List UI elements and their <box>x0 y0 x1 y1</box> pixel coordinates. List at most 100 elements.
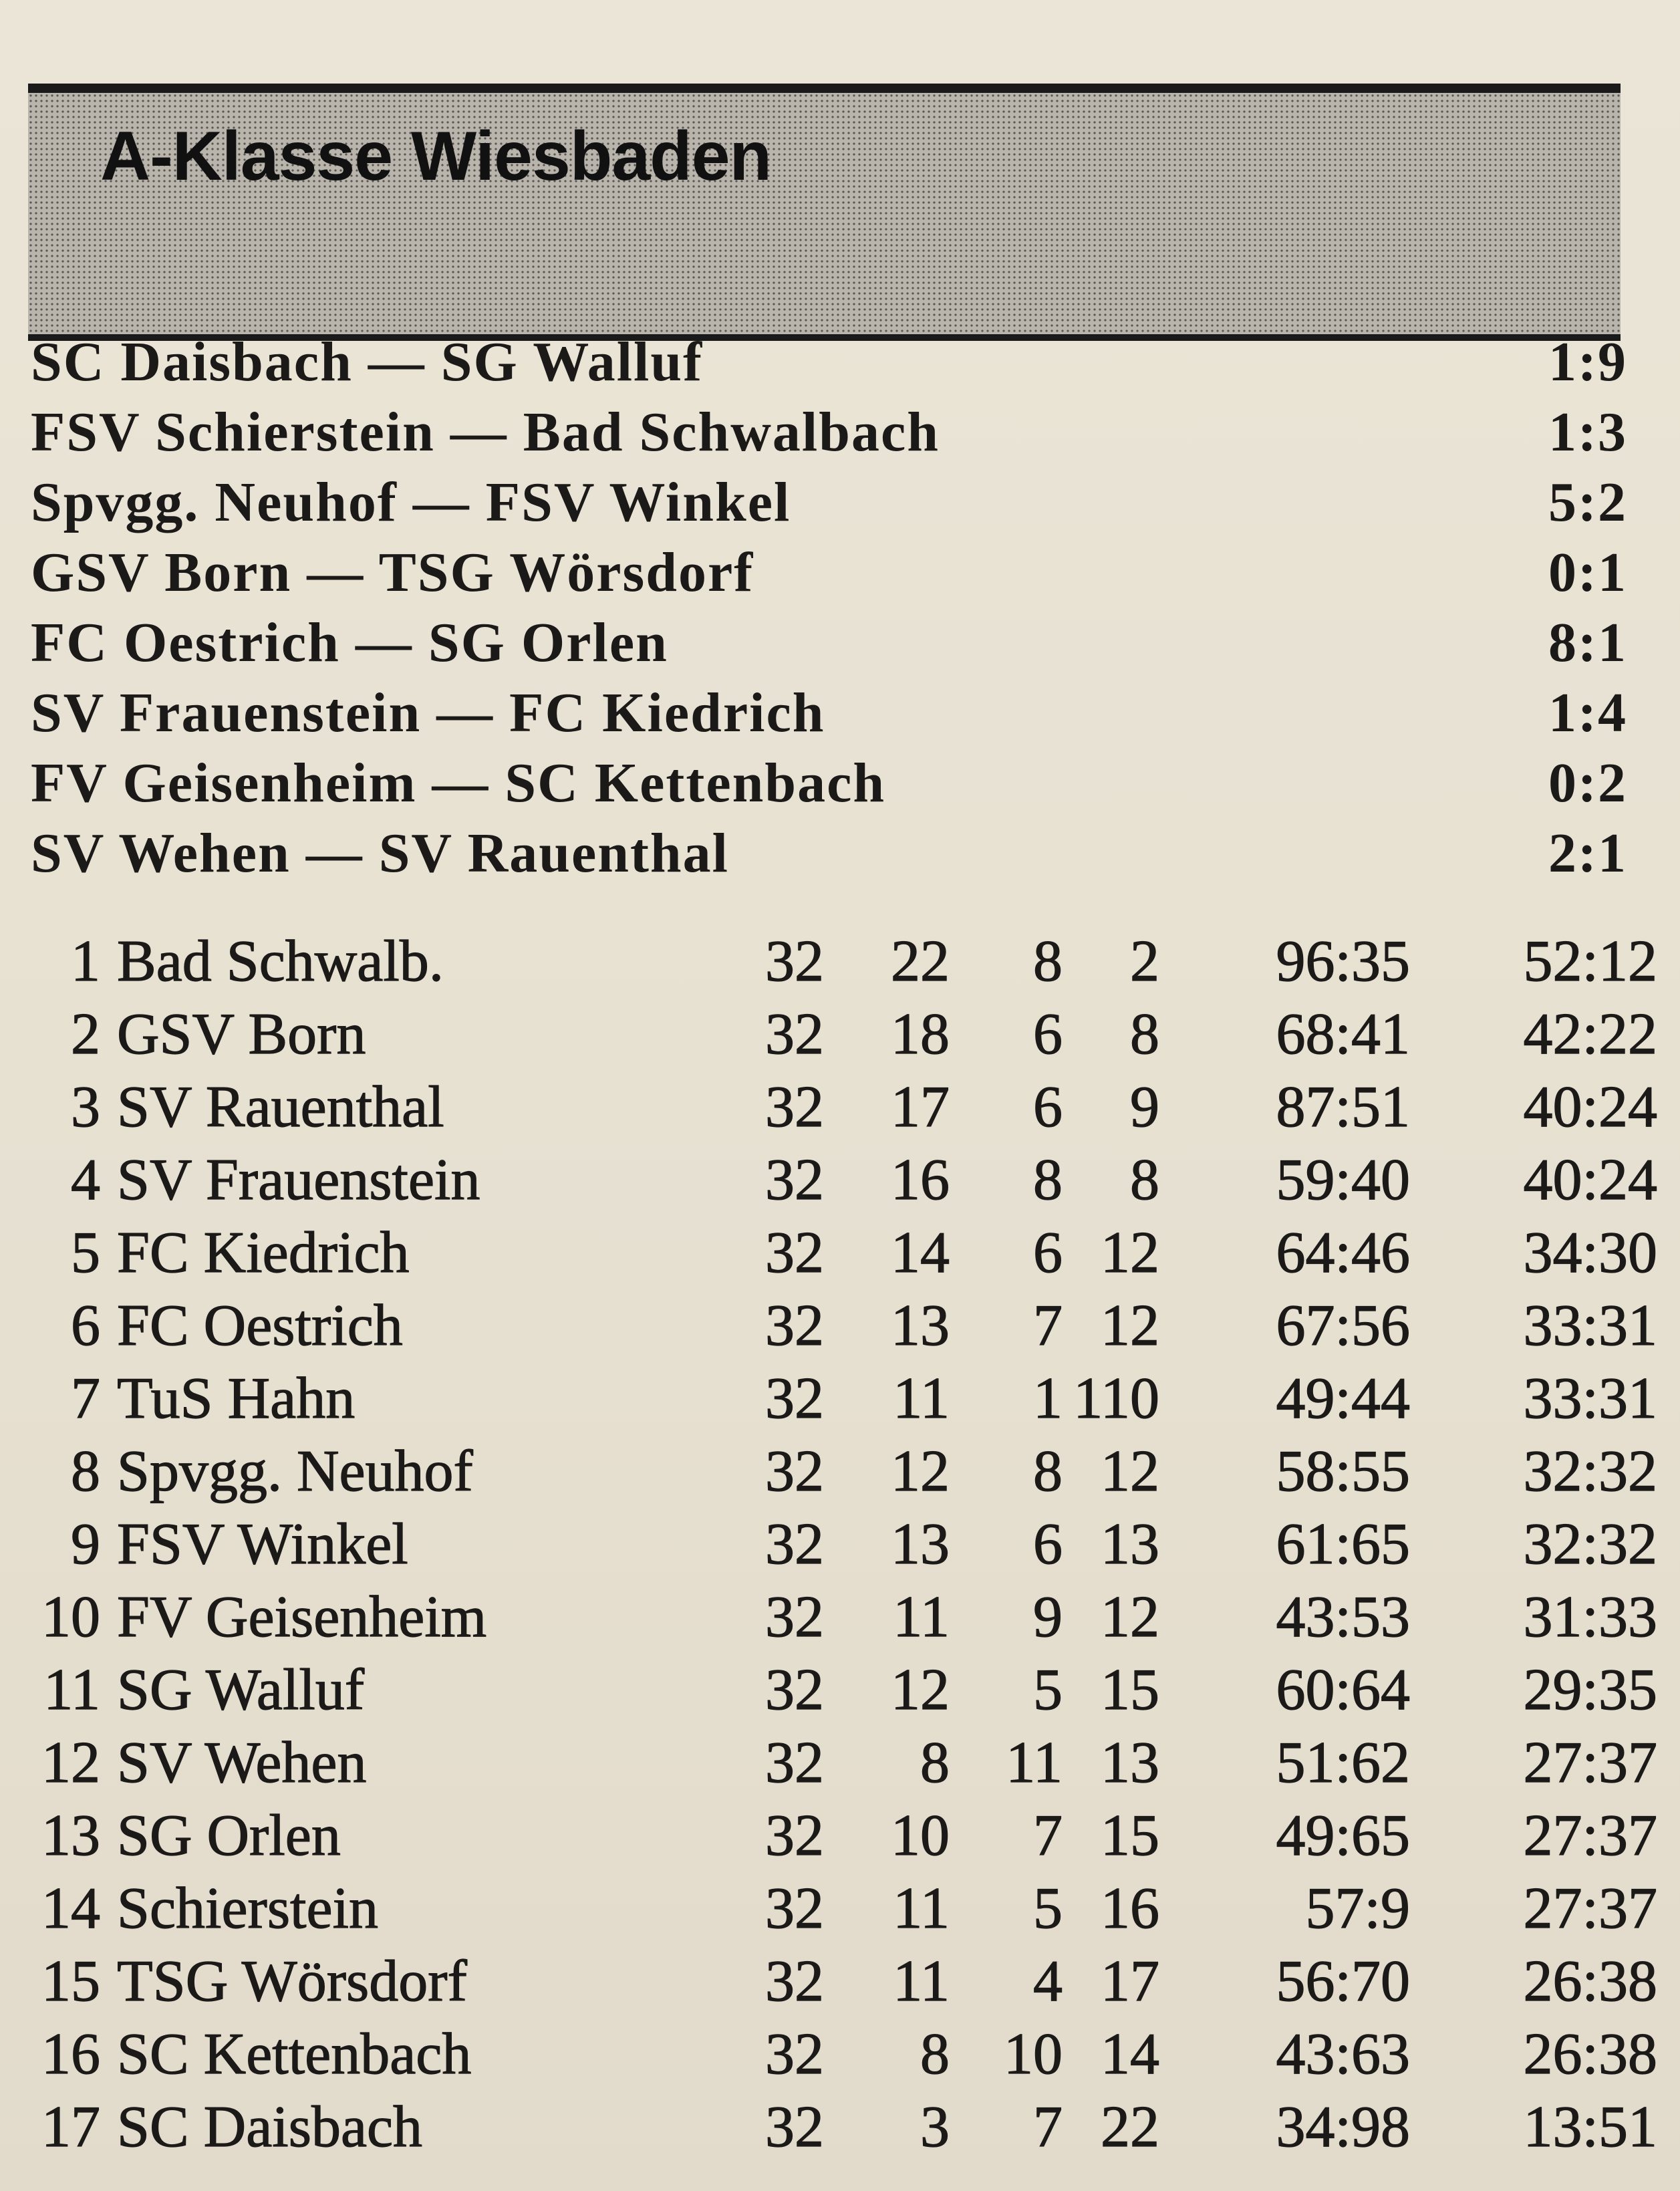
played: 32 <box>764 1366 824 1431</box>
team: FC Kiedrich <box>116 1220 410 1285</box>
drawn: 6 <box>1032 1220 1063 1285</box>
won: 14 <box>890 1220 950 1285</box>
drawn: 11 <box>1006 1730 1063 1795</box>
score: 0:2 <box>1548 752 1627 814</box>
rank: 13 <box>41 1803 100 1868</box>
lost: 13 <box>1100 1512 1159 1577</box>
rank: 15 <box>41 1949 100 2014</box>
match: SV Frauenstein — FC Kiedrich <box>31 682 825 744</box>
drawn: 9 <box>1032 1585 1063 1650</box>
drawn: 1 <box>1032 1366 1063 1431</box>
lost: 110 <box>1073 1366 1160 1431</box>
points: 26:38 <box>1523 1949 1658 2014</box>
goals: 49:44 <box>1276 1366 1411 1431</box>
won: 11 <box>893 1949 950 2014</box>
goals: 58:55 <box>1276 1439 1411 1504</box>
won: 13 <box>890 1512 950 1577</box>
team: SC Daisbach <box>116 2095 423 2160</box>
team: FV Geisenheim <box>116 1585 487 1650</box>
score: 1:4 <box>1548 682 1627 744</box>
won: 8 <box>920 2022 950 2087</box>
lost: 9 <box>1129 1075 1159 1140</box>
rank: 8 <box>70 1439 100 1504</box>
rank: 4 <box>70 1148 100 1212</box>
played: 32 <box>764 929 824 994</box>
lost: 15 <box>1100 1803 1159 1868</box>
drawn: 7 <box>1032 1293 1063 1358</box>
played: 32 <box>764 1148 824 1212</box>
team: Spvgg. Neuhof <box>116 1439 473 1504</box>
goals: 59:40 <box>1276 1148 1411 1212</box>
team: TSG Wörsdorf <box>116 1949 467 2014</box>
match: SV Wehen — SV Rauenthal <box>31 822 729 884</box>
points: 33:31 <box>1523 1366 1658 1431</box>
rank: 14 <box>41 1876 100 1941</box>
points: 32:32 <box>1523 1512 1658 1577</box>
match: Spvgg. Neuhof — FSV Winkel <box>31 471 791 533</box>
won: 10 <box>890 1803 950 1868</box>
team: GSV Born <box>116 1002 366 1067</box>
won: 22 <box>890 929 950 994</box>
played: 32 <box>764 1075 824 1140</box>
drawn: 8 <box>1032 929 1063 994</box>
team: Schierstein <box>116 1876 379 1941</box>
played: 32 <box>764 1730 824 1795</box>
played: 32 <box>764 1803 824 1868</box>
drawn: 7 <box>1032 2095 1063 2160</box>
rank: 5 <box>70 1220 100 1285</box>
goals: 67:56 <box>1276 1293 1411 1358</box>
points: 52:12 <box>1523 929 1658 994</box>
played: 32 <box>764 1876 824 1941</box>
team: SG Walluf <box>116 1658 365 1722</box>
lost: 2 <box>1129 929 1159 994</box>
team: FC Oestrich <box>116 1293 403 1358</box>
won: 11 <box>893 1876 950 1941</box>
lost: 22 <box>1100 2095 1159 2160</box>
drawn: 8 <box>1032 1439 1063 1504</box>
match: FSV Schierstein — Bad Schwalbach <box>31 401 940 463</box>
points: 40:24 <box>1523 1148 1658 1212</box>
rank: 7 <box>70 1366 100 1431</box>
team: TuS Hahn <box>116 1366 356 1431</box>
played: 32 <box>764 2022 824 2087</box>
drawn: 5 <box>1032 1658 1063 1722</box>
goals: 96:35 <box>1276 929 1411 994</box>
points: 27:37 <box>1523 1730 1658 1795</box>
rank: 6 <box>70 1293 100 1358</box>
goals: 49:65 <box>1276 1803 1411 1868</box>
score: 2:1 <box>1548 822 1627 884</box>
team: SV Frauenstein <box>116 1148 480 1212</box>
points: 33:31 <box>1523 1293 1658 1358</box>
won: 12 <box>890 1658 950 1722</box>
points: 13:51 <box>1523 2095 1658 2160</box>
team: SC Kettenbach <box>116 2022 472 2087</box>
won: 16 <box>890 1148 950 1212</box>
goals: 34:98 <box>1276 2095 1411 2160</box>
lost: 14 <box>1100 2022 1159 2087</box>
goals: 43:53 <box>1276 1585 1411 1650</box>
goals: 51:62 <box>1276 1730 1411 1795</box>
team: SG Orlen <box>116 1803 341 1868</box>
rank: 10 <box>41 1585 100 1650</box>
lost: 13 <box>1100 1730 1159 1795</box>
played: 32 <box>764 1220 824 1285</box>
goals: 57:9 <box>1305 1876 1411 1941</box>
match: FV Geisenheim — SC Kettenbach <box>31 752 886 814</box>
rank: 16 <box>41 2022 100 2087</box>
points: 40:24 <box>1523 1075 1658 1140</box>
score: 1:9 <box>1548 331 1627 393</box>
team: FSV Winkel <box>116 1512 408 1577</box>
lost: 12 <box>1100 1293 1159 1358</box>
played: 32 <box>764 1293 824 1358</box>
lost: 8 <box>1129 1002 1159 1067</box>
goals: 87:51 <box>1276 1075 1411 1140</box>
won: 12 <box>890 1439 950 1504</box>
rank: 17 <box>41 2095 100 2160</box>
score: 0:1 <box>1548 541 1627 604</box>
played: 32 <box>764 1658 824 1722</box>
played: 32 <box>764 1512 824 1577</box>
lost: 17 <box>1100 1949 1159 2014</box>
lost: 8 <box>1129 1148 1159 1212</box>
